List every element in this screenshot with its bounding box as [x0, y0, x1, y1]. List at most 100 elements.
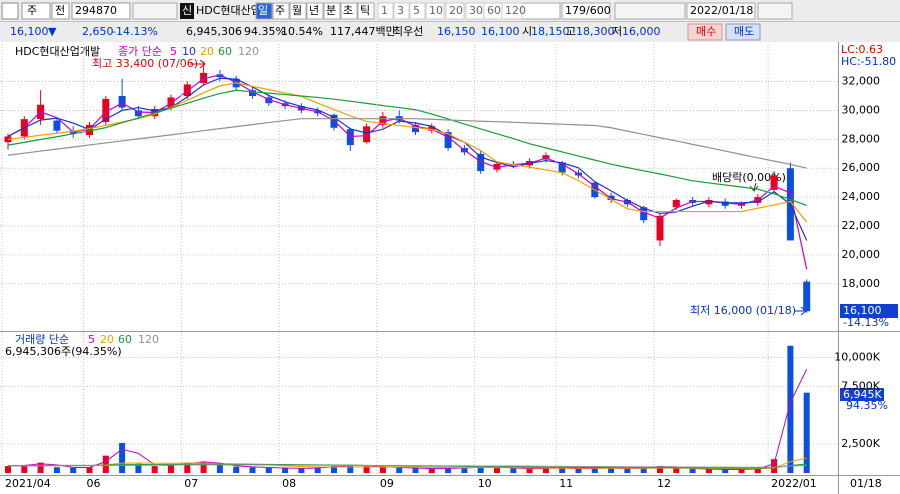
interval-button[interactable]: [393, 2, 410, 20]
interval-label: 3: [397, 4, 404, 17]
menu-icon[interactable]: [1, 2, 19, 20]
moving-average: [7, 118, 807, 169]
candle-body: [705, 200, 713, 205]
nav-icons[interactable]: [132, 2, 178, 20]
volume-bar: [657, 466, 663, 473]
candle-body: [640, 207, 648, 221]
change: 2,650: [82, 25, 114, 38]
high-annotation: 최고 33,400 (07/06): [92, 57, 198, 70]
candle-body: [477, 153, 485, 172]
volume-bar: [428, 468, 435, 473]
mode-select[interactable]: [51, 2, 70, 20]
y-tick-label: 26,000: [842, 161, 881, 174]
interval-button[interactable]: [445, 2, 465, 20]
high-label: 고: [566, 25, 576, 38]
low-label: 저: [612, 25, 622, 38]
volume-bar: [738, 469, 745, 473]
candle-body: [558, 162, 566, 173]
volume-bar: [526, 468, 533, 473]
volume-bar: [771, 459, 778, 473]
period-button[interactable]: [272, 2, 290, 20]
y-tick-label: 2,500K: [841, 437, 880, 450]
volume-bar: [21, 464, 28, 473]
y-tick-label: 10,000K: [834, 350, 880, 363]
view-icons[interactable]: [757, 2, 793, 20]
volume-bar: [412, 468, 419, 473]
volume-bar: [37, 462, 44, 473]
current-price-box: [840, 304, 898, 318]
price-arrow: ▼: [48, 25, 57, 38]
code-input[interactable]: [71, 2, 131, 20]
count-box[interactable]: [561, 2, 611, 20]
interval-button[interactable]: [377, 2, 394, 20]
volume-ma-legend: 20: [100, 333, 114, 346]
moving-average: [7, 82, 808, 223]
candle-body: [102, 98, 110, 122]
volume-bar: [298, 468, 305, 473]
tool-icons[interactable]: [614, 2, 686, 20]
buy-button[interactable]: [687, 23, 723, 41]
current-change: -14.13%: [843, 316, 889, 329]
best-ask: 16,150: [437, 25, 476, 38]
x-tick-label: 09: [380, 477, 394, 490]
mode: 전: [55, 4, 65, 17]
candle-body: [412, 124, 419, 133]
candle-body: [216, 74, 224, 78]
interval-button[interactable]: [409, 2, 426, 20]
credit-badge: [180, 3, 194, 19]
moving-average: [7, 74, 808, 270]
market: 주: [27, 4, 37, 17]
date-box[interactable]: [686, 2, 756, 20]
high: 18,300: [576, 25, 615, 38]
x-tick-label: 06: [87, 477, 101, 490]
interval-label: 20: [449, 4, 463, 17]
period-button[interactable]: [255, 2, 273, 20]
sell-button[interactable]: [725, 23, 761, 41]
volume-bar: [216, 464, 223, 473]
volume-ma-legend: 5: [88, 333, 95, 346]
market-select[interactable]: [21, 2, 51, 20]
hc-label: HC:-51.80: [841, 55, 896, 68]
period-button[interactable]: [323, 2, 341, 20]
interval-button[interactable]: [425, 2, 445, 20]
period-button[interactable]: [306, 2, 324, 20]
open-label: 시: [522, 25, 532, 38]
x-tick-label: 2021/04: [5, 477, 51, 490]
volume-bar: [689, 468, 696, 473]
y-tick-label: 24,000: [842, 190, 881, 203]
credit: 신: [182, 4, 192, 17]
volume-bar: [640, 467, 647, 473]
current-volume-box: [840, 388, 884, 401]
period-button[interactable]: [289, 2, 307, 20]
volume-summary: 6,945,306주(94.35%): [5, 345, 122, 358]
volume-bar: [53, 467, 60, 473]
x-tick-label: 08: [282, 477, 296, 490]
volume-bar: [379, 467, 386, 473]
interval-label: 120: [505, 4, 526, 17]
x-tick-label: 10: [478, 477, 492, 490]
volume-bar: [754, 468, 761, 473]
y-tick-label: 18,000: [842, 277, 881, 290]
volume-bar: [200, 461, 207, 473]
blank-box[interactable]: [521, 2, 561, 20]
interval-label: 60: [487, 4, 501, 17]
buy-label: 매수: [696, 25, 716, 38]
volume-ma-legend: 60: [118, 333, 132, 346]
interval-button[interactable]: [501, 2, 523, 20]
volume-ma: [7, 464, 807, 468]
period-button[interactable]: [340, 2, 358, 20]
period-button[interactable]: [357, 2, 375, 20]
ma-legend: 10: [182, 45, 196, 58]
volume-bar: [559, 468, 566, 473]
volume-bar: [249, 467, 256, 473]
moving-average: [7, 77, 808, 241]
volume-bar: [70, 467, 77, 473]
price-legend-title: HDC현대산업개발: [15, 45, 100, 58]
volume-ma-legend: 120: [138, 333, 159, 346]
candle-body: [265, 97, 273, 104]
volume-bar: [445, 467, 452, 473]
candle-body: [803, 281, 811, 312]
change-pct: -14.13%: [112, 25, 158, 38]
candle-body: [493, 163, 501, 170]
volume-legend-title: 거래량 단순: [15, 333, 69, 346]
